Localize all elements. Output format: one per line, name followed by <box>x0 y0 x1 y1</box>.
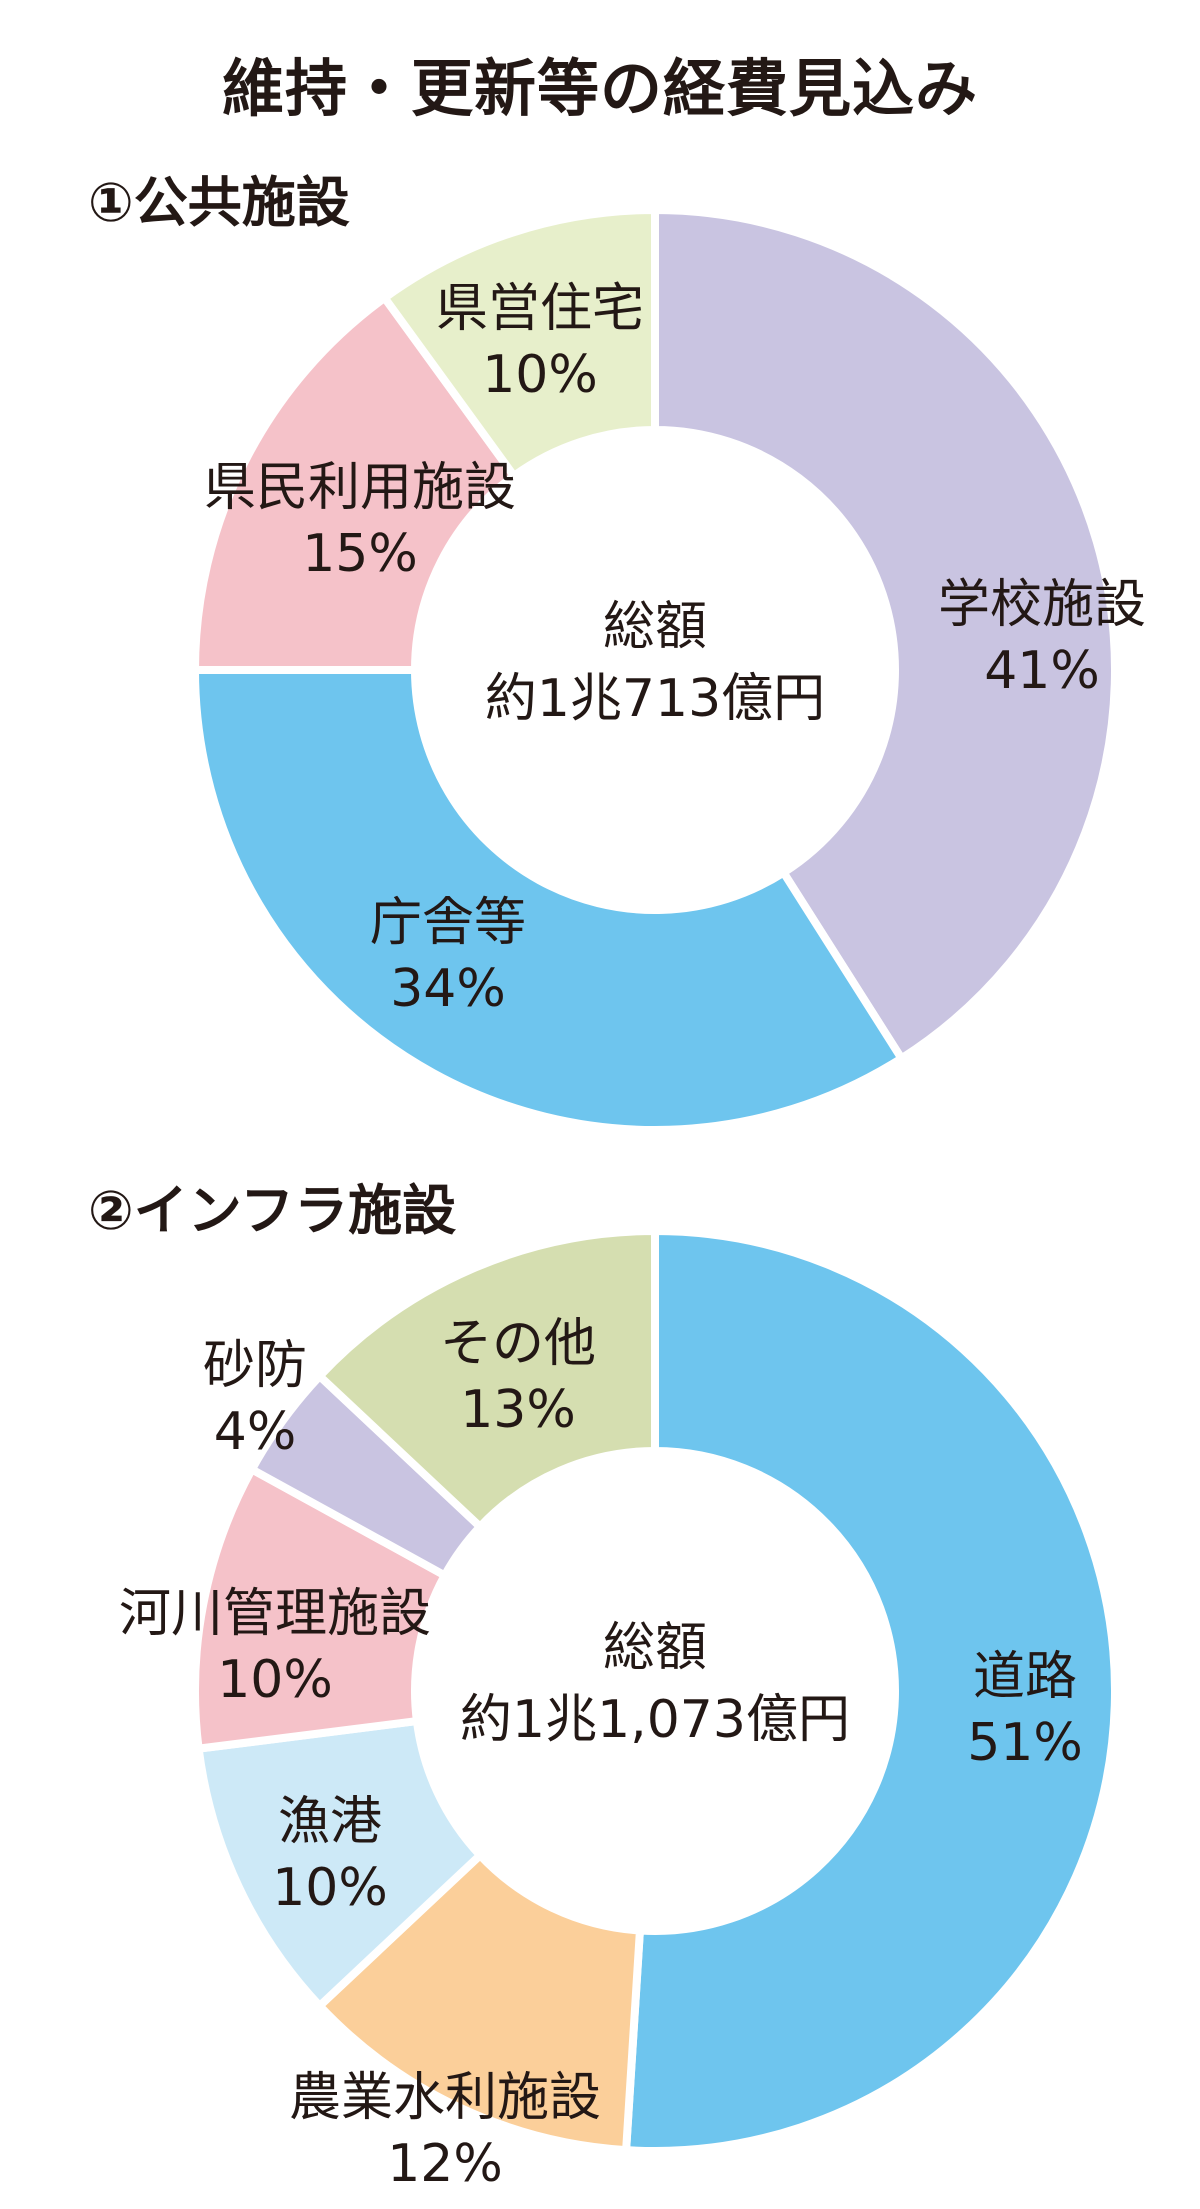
slice-県民利用施設 <box>190 292 520 674</box>
slice-category-label: 漁港 <box>278 1792 382 1852</box>
slice-category-label: 県民利用施設 <box>204 458 516 518</box>
slice-category-label: 農業水利施設 <box>289 2068 601 2128</box>
chart-main-title: 維持・更新等の経費見込み <box>221 52 978 125</box>
slice-percent-label: 10% <box>272 1858 388 1918</box>
slice-河川管理施設 <box>191 1463 451 1754</box>
slice-category-label: 庁舎等 <box>370 893 526 953</box>
slice-label-学校施設: 学校施設 41% <box>938 575 1146 701</box>
center-total-label: 総額約1兆713億円 <box>485 597 825 729</box>
center-total-label: 総額約1兆1,073億円 <box>460 1618 850 1750</box>
section-title-infrastructure: ②インフラ施設 <box>88 1179 457 1242</box>
slice-学校施設 <box>651 205 1119 1064</box>
slice-label-砂防: 砂防 4% <box>203 1336 307 1462</box>
slice-percent-label: 12% <box>387 2134 503 2194</box>
slice-category-label: 学校施設 <box>938 575 1146 635</box>
slice-category-label: 河川管理施設 <box>119 1584 431 1644</box>
slice-県営住宅 <box>379 205 659 482</box>
slice-label-県営住宅: 県営住宅 10% <box>436 279 644 405</box>
slice-庁舎等 <box>190 666 908 1134</box>
slice-漁港 <box>194 1716 486 2012</box>
slice-label-道路: 道路 51% <box>967 1647 1083 1773</box>
slice-道路 <box>621 1226 1119 2155</box>
slice-label-農業水利施設: 農業水利施設 12% <box>289 2068 601 2194</box>
slice-label-漁港: 漁港 10% <box>272 1792 388 1918</box>
slice-percent-label: 4% <box>214 1402 297 1462</box>
slice-category-label: 砂防 <box>203 1336 307 1396</box>
slice-percent-label: 51% <box>967 1713 1083 1773</box>
slice-category-label: 道路 <box>973 1647 1077 1707</box>
slice-percent-label: 13% <box>460 1380 576 1440</box>
slice-percent-label: 34% <box>390 959 506 1019</box>
slice-percent-label: 41% <box>984 641 1100 701</box>
section-title-public-facilities: ①公共施設 <box>88 171 350 234</box>
slice-percent-label: 15% <box>302 524 418 584</box>
slice-percent-label: 10% <box>217 1650 333 1710</box>
donut-chart-infrastructure: 道路 51%農業水利施設 12%漁港 10%河川管理施設 10%砂防 4%その他 13%総額… <box>119 1226 1119 2194</box>
slice-label-庁舎等: 庁舎等 34% <box>370 893 526 1019</box>
slice-percent-label: 10% <box>482 345 598 405</box>
slice-その他 <box>314 1226 659 1533</box>
slice-category-label: 県営住宅 <box>436 279 644 339</box>
slice-category-label: その他 <box>440 1314 596 1374</box>
slice-label-その他: その他 13% <box>440 1314 596 1440</box>
slice-label-県民利用施設: 県民利用施設 15% <box>204 458 516 584</box>
donut-chart-public-facilities: 学校施設 41% 庁舎等 34% 県民利用施設 15% 県営住宅 10% 総額約1兆713億円 <box>190 205 1146 1134</box>
slice-農業水利施設 <box>314 1849 645 2155</box>
slice-label-河川管理施設: 河川管理施設 10% <box>119 1584 431 1710</box>
